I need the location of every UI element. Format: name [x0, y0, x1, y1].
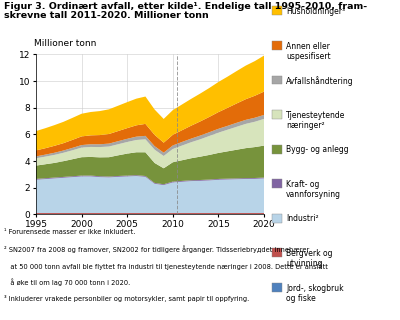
- Text: ² SN2007 fra 2008 og framover, SN2002 for tidligere årganger. Tidsseriebrудdet i: ² SN2007 fra 2008 og framover, SN2002 fo…: [4, 245, 309, 253]
- Text: Industri²: Industri²: [286, 214, 319, 223]
- Text: Figur 3. Ordinært avfall, etter kilde¹. Endelige tall 1995-2010, fram-: Figur 3. Ordinært avfall, etter kilde¹. …: [4, 2, 367, 11]
- Text: Bygg- og anlegg: Bygg- og anlegg: [286, 145, 349, 154]
- Text: ³ Inkluderer vrakede personbiler og motorsykler, samt papir til oppfyring.: ³ Inkluderer vrakede personbiler og moto…: [4, 295, 249, 302]
- Text: ¹ Forurensede masser er ikke inkludert.: ¹ Forurensede masser er ikke inkludert.: [4, 229, 135, 235]
- Text: skrevne tall 2011-2020. Millioner tonn: skrevne tall 2011-2020. Millioner tonn: [4, 11, 209, 20]
- Text: Tjenesteytende
næringer²: Tjenesteytende næringer²: [286, 111, 345, 130]
- Text: Kraft- og
vannforsyning: Kraft- og vannforsyning: [286, 180, 341, 199]
- Text: Millioner tonn: Millioner tonn: [34, 39, 96, 48]
- Text: å øke til om lag 70 000 tonn i 2020.: å øke til om lag 70 000 tonn i 2020.: [4, 279, 130, 286]
- Text: at 50 000 tonn avfall ble flyttet fra industri til tjenesteytende næringer i 200: at 50 000 tonn avfall ble flyttet fra in…: [4, 262, 328, 270]
- Text: Avfallshåndtering: Avfallshåndtering: [286, 76, 354, 86]
- Text: Annen eller
uspesifisert: Annen eller uspesifisert: [286, 42, 331, 61]
- Text: Bergverk og
utvinning: Bergverk og utvinning: [286, 249, 332, 268]
- Text: Jord-, skogbruk
og fiske: Jord-, skogbruk og fiske: [286, 284, 344, 303]
- Text: Husholdninger³: Husholdninger³: [286, 7, 345, 16]
